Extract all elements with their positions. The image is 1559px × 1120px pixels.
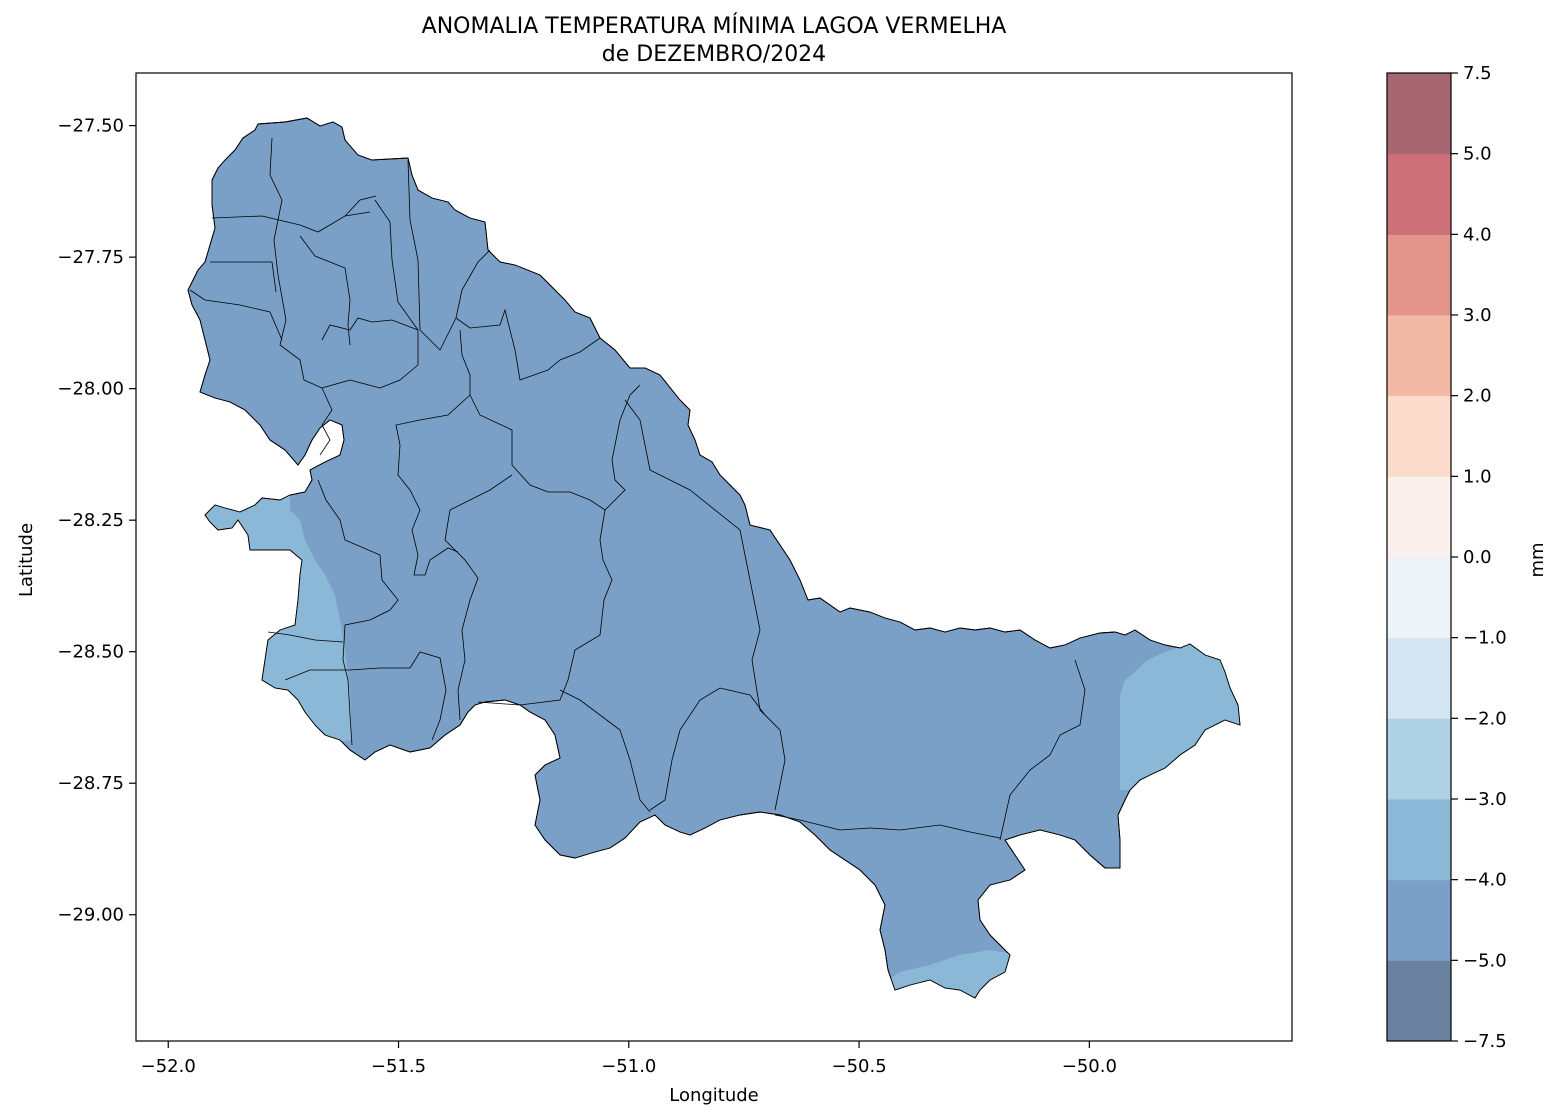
y-tick-label: −28.50 (57, 642, 124, 663)
colorbar-tick-label: −7.5 (1463, 1031, 1507, 1052)
x-tick-label: −50.5 (831, 1056, 886, 1077)
y-tick-label: −27.75 (57, 247, 124, 268)
colorbar-ticks: −7.5 −5.0 −4.0 −3.0 −2.0 −1.0 0.0 1.0 2.0 3.0 4.0 5… (1451, 63, 1507, 1052)
boundary-line (407, 159, 491, 351)
x-tick-label: −52.0 (141, 1056, 196, 1077)
boundary-line (477, 509, 613, 706)
region-outline (187, 117, 1241, 999)
colorbar-band (1387, 799, 1451, 881)
boundary-line (624, 399, 786, 811)
colorbar-tick-label: 3.0 (1463, 305, 1492, 326)
boundary-line (455, 308, 601, 381)
colorbar-band (1387, 153, 1451, 235)
municipal-boundaries (189, 137, 1086, 841)
colorbar-tick-label: 0.0 (1463, 547, 1492, 568)
colorbar-tick-label: −2.0 (1463, 708, 1507, 729)
boundary-line (395, 329, 471, 576)
colorbar-band (1387, 557, 1451, 639)
boundary-line (649, 687, 766, 811)
colorbar-band (1387, 395, 1451, 477)
map-title-line2: de DEZEMBRO/2024 (602, 42, 826, 67)
boundary-line (604, 384, 641, 511)
y-axis-label: Latitude (16, 523, 37, 597)
colorbar-band (1387, 234, 1451, 316)
boundary-line (999, 659, 1086, 841)
colorbar-band (1387, 637, 1451, 719)
colorbar-tick-label: −3.0 (1463, 789, 1507, 810)
boundary-line (299, 235, 351, 346)
x-tick-label: −50.0 (1062, 1056, 1117, 1077)
colorbar-tick-label: 5.0 (1463, 144, 1492, 165)
y-tick-label: −27.50 (57, 116, 124, 137)
boundary-line (284, 651, 447, 741)
colorbar-tick-label: −1.0 (1463, 628, 1507, 649)
boundary-line (444, 474, 513, 721)
colorbar-tick-label: 7.5 (1463, 63, 1492, 84)
colorbar-tick-label: 2.0 (1463, 386, 1492, 407)
colorbar-tick-label: −4.0 (1463, 870, 1507, 891)
boundary-line (469, 394, 606, 511)
y-tick-label: −28.75 (57, 773, 124, 794)
plot-frame (135, 72, 1293, 1042)
x-tick-label: −51.0 (601, 1056, 656, 1077)
colorbar-label: mm (1527, 542, 1548, 577)
boundary-line (344, 195, 377, 217)
boundary-line (189, 289, 283, 341)
colorbar-tick-label: 4.0 (1463, 224, 1492, 245)
map-area (187, 117, 1241, 999)
boundary-line (321, 317, 419, 341)
y-tick-label: −29.00 (57, 905, 124, 926)
x-tick-label: −51.5 (371, 1056, 426, 1077)
boundary-line (267, 631, 344, 643)
map-title-line1: ANOMALIA TEMPERATURA MÍNIMA LAGOA VERMEL… (422, 13, 1007, 39)
colorbar-band (1387, 315, 1451, 397)
colorbar-band (1387, 718, 1451, 800)
colorbar-band (1387, 476, 1451, 558)
x-axis-ticks: −52.0 −51.5 −51.0 −50.5 −50.0 (141, 1041, 1117, 1077)
colorbar-tick-label: −5.0 (1463, 950, 1507, 971)
boundary-line (317, 479, 399, 746)
boundary-line (774, 814, 1001, 839)
colorbar-band (1387, 960, 1451, 1042)
boundary-line (211, 211, 371, 233)
y-tick-label: −28.25 (57, 510, 124, 531)
y-axis-ticks: −27.50 −27.75 −28.00 −28.25 −28.50 −28.75 −29.… (57, 116, 136, 926)
colorbar-tick-label: 1.0 (1463, 466, 1492, 487)
boundary-line (321, 199, 419, 389)
boundary-line (210, 261, 277, 293)
region-shape (187, 117, 1241, 999)
boundary-line (559, 689, 651, 813)
boundary-line (269, 137, 333, 456)
y-tick-label: −28.00 (57, 379, 124, 400)
colorbar (1387, 73, 1451, 1042)
x-axis-label: Longitude (669, 1085, 759, 1106)
colorbar-band (1387, 73, 1451, 155)
colorbar-band (1387, 879, 1451, 961)
